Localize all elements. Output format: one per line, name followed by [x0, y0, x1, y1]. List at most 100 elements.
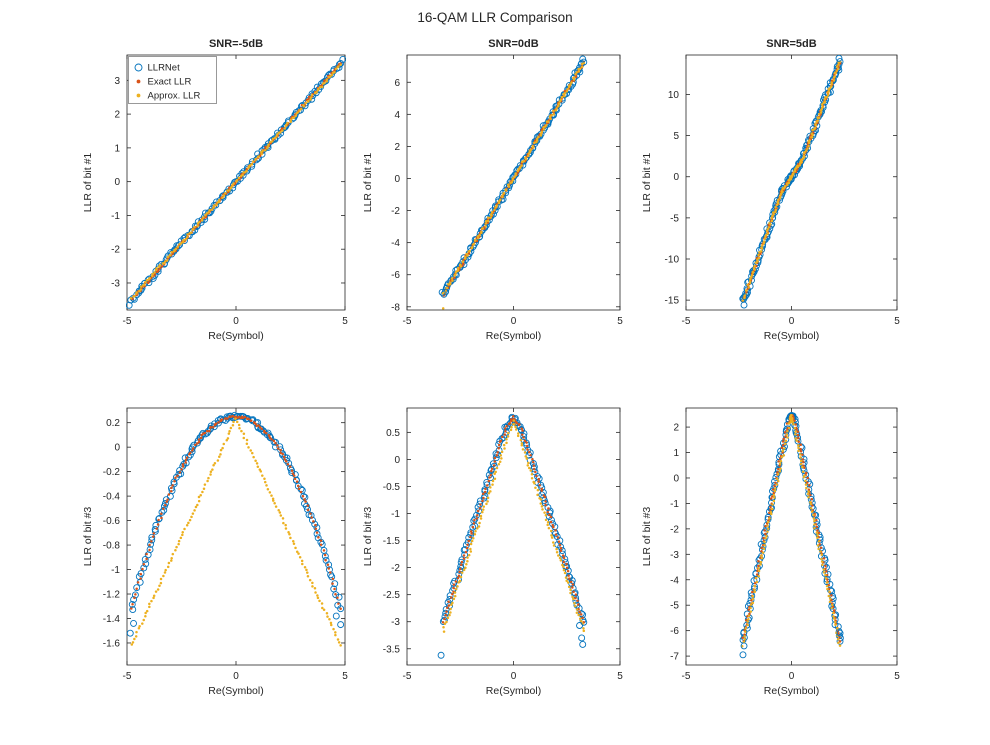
y-tick-label: 1	[114, 143, 120, 154]
x-axis-label: Re(Symbol)	[208, 685, 263, 697]
y-tick-label: -0.6	[103, 516, 121, 527]
y-tick-label: -8	[391, 302, 400, 313]
axis-ticks: -5 0 5 3 2 1 0 -1 -2 -3	[111, 55, 348, 327]
y-axis-label: LLR of bit #3	[641, 507, 653, 567]
subplot-2: -5 0 5 6 4 2 0 -2 -4 -6 -8 SNR=0dB Re(Symbol) LLR of …	[362, 38, 623, 342]
subplot-title: SNR=-5dB	[209, 38, 263, 50]
y-tick-label: -0.8	[103, 541, 121, 552]
series-approx-llr	[740, 413, 842, 648]
y-axis-label: LLR of bit #1	[82, 153, 94, 213]
y-axis-label: LLR of bit #3	[82, 507, 94, 567]
y-tick-label: -5	[670, 601, 679, 612]
y-tick-label: -7	[670, 652, 679, 663]
series-exact-llr	[441, 414, 586, 624]
y-tick-label: -2.5	[383, 590, 401, 601]
y-tick-label: -10	[665, 255, 680, 266]
y-tick-label: -3	[670, 550, 679, 561]
y-tick-label: 0	[114, 177, 120, 188]
subplot-4: -5 0 5 0.2 0 -0.2 -0.4 -0.6 -0.8 -1 -1.2 -1.4 -1.6 Re…	[82, 407, 348, 697]
series-approx-llr	[130, 417, 342, 647]
y-tick-label: -1	[111, 211, 120, 222]
y-tick-label: 0	[394, 174, 400, 185]
series-exact-llr	[130, 414, 342, 610]
y-tick-label: 0	[114, 443, 120, 454]
subplot-5: -5 0 5 0.5 0 -0.5 -1 -1.5 -2 -2.5 -3 -3.5 Re(Symbol)…	[362, 407, 623, 697]
series-approx-llr	[741, 60, 842, 302]
x-axis-label: Re(Symbol)	[486, 330, 541, 342]
series-llrnet	[739, 412, 844, 645]
plot-area	[438, 55, 588, 310]
x-tick-label: 5	[894, 316, 900, 327]
x-axis-label: Re(Symbol)	[208, 330, 263, 342]
series-approx-llr	[441, 61, 586, 295]
y-tick-label: 10	[668, 90, 680, 101]
x-tick-label: 5	[894, 671, 900, 682]
axes-box	[406, 407, 621, 666]
axes-box	[685, 407, 898, 666]
y-tick-label: -1.2	[103, 590, 121, 601]
y-tick-label: -2	[391, 206, 400, 217]
series-approx-llr	[442, 419, 586, 633]
y-tick-label: -2	[391, 563, 400, 574]
subplot-3: -5 0 5 10 5 0 -5 -10 -15 SNR=5dB Re(Symbol) LLR of …	[641, 38, 900, 342]
y-tick-label: -1	[670, 499, 679, 510]
y-tick-label: 2	[394, 142, 400, 153]
figure-title: 16-QAM LLR Comparison	[417, 10, 573, 25]
x-tick-label: 0	[233, 671, 239, 682]
y-tick-label: 3	[114, 76, 120, 87]
x-tick-label: 5	[342, 316, 348, 327]
x-tick-label: -5	[403, 316, 412, 327]
legend: LLRNet Exact LLR Approx. LLR	[128, 56, 217, 104]
y-tick-label: 0	[673, 473, 679, 484]
y-tick-label: 1	[673, 448, 679, 459]
y-tick-label: -2	[670, 524, 679, 535]
x-tick-label: -5	[682, 316, 691, 327]
subplot-title: SNR=0dB	[488, 38, 538, 50]
axis-ticks: -5 0 5 10 5 0 -5 -10 -15	[665, 55, 900, 327]
y-tick-label: -1	[391, 509, 400, 520]
axis-ticks: -5 0 5 0.5 0 -0.5 -1 -1.5 -2 -2.5 -3 -3.5	[383, 408, 623, 682]
y-tick-label: 4	[394, 110, 400, 121]
y-axis-label: LLR of bit #1	[641, 153, 653, 213]
y-tick-label: -0.2	[103, 467, 121, 478]
axis-ticks: -5 0 5 2 1 0 -1 -2 -3 -4 -5 -6 -7	[670, 408, 900, 682]
y-tick-label: -4	[391, 238, 400, 249]
y-axis-label: LLR of bit #3	[362, 507, 374, 567]
y-tick-label: -3	[111, 278, 120, 289]
y-tick-label: 2	[673, 423, 679, 434]
y-tick-label: 0	[394, 455, 400, 466]
x-axis-label: Re(Symbol)	[486, 685, 541, 697]
x-tick-label: 5	[617, 316, 623, 327]
plot-area	[739, 54, 844, 309]
x-tick-label: -5	[123, 671, 132, 682]
subplot-1: -5 0 5 3 2 1 0 -1 -2 -3 SNR=-5dB Re(Symbol) LLR of b…	[82, 38, 348, 342]
y-tick-label: -6	[391, 270, 400, 281]
series-exact-llr	[741, 414, 842, 643]
x-tick-label: 0	[511, 316, 517, 327]
x-tick-label: 5	[617, 671, 623, 682]
legend-label: Exact LLR	[148, 77, 192, 88]
plot-area	[126, 55, 346, 309]
axis-ticks: -5 0 5 0.2 0 -0.2 -0.4 -0.6 -0.8 -1 -1.2 -1.4 -1.6	[103, 408, 348, 682]
y-axis-label: LLR of bit #1	[362, 153, 374, 213]
x-axis-label: Re(Symbol)	[764, 685, 819, 697]
x-tick-label: -5	[682, 671, 691, 682]
y-tick-label: -0.5	[383, 482, 401, 493]
y-tick-label: 0.5	[386, 428, 400, 439]
y-tick-label: -1	[111, 565, 120, 576]
x-tick-label: 0	[233, 316, 239, 327]
y-tick-label: 2	[114, 110, 120, 121]
legend-label: LLRNet	[148, 63, 181, 74]
plot-area	[126, 411, 345, 647]
y-tick-label: 0.2	[106, 418, 120, 429]
series-approx-llr	[129, 63, 342, 300]
plot-area	[437, 413, 588, 659]
x-tick-label: 0	[789, 671, 795, 682]
y-tick-label: 5	[673, 131, 679, 142]
x-axis-label: Re(Symbol)	[764, 330, 819, 342]
y-tick-label: -3	[391, 617, 400, 628]
y-tick-label: -6	[670, 626, 679, 637]
y-tick-label: -1.6	[103, 638, 121, 649]
subplot-6: -5 0 5 2 1 0 -1 -2 -3 -4 -5 -6 -7 Re(Symbol) LLR of bi…	[641, 407, 900, 697]
